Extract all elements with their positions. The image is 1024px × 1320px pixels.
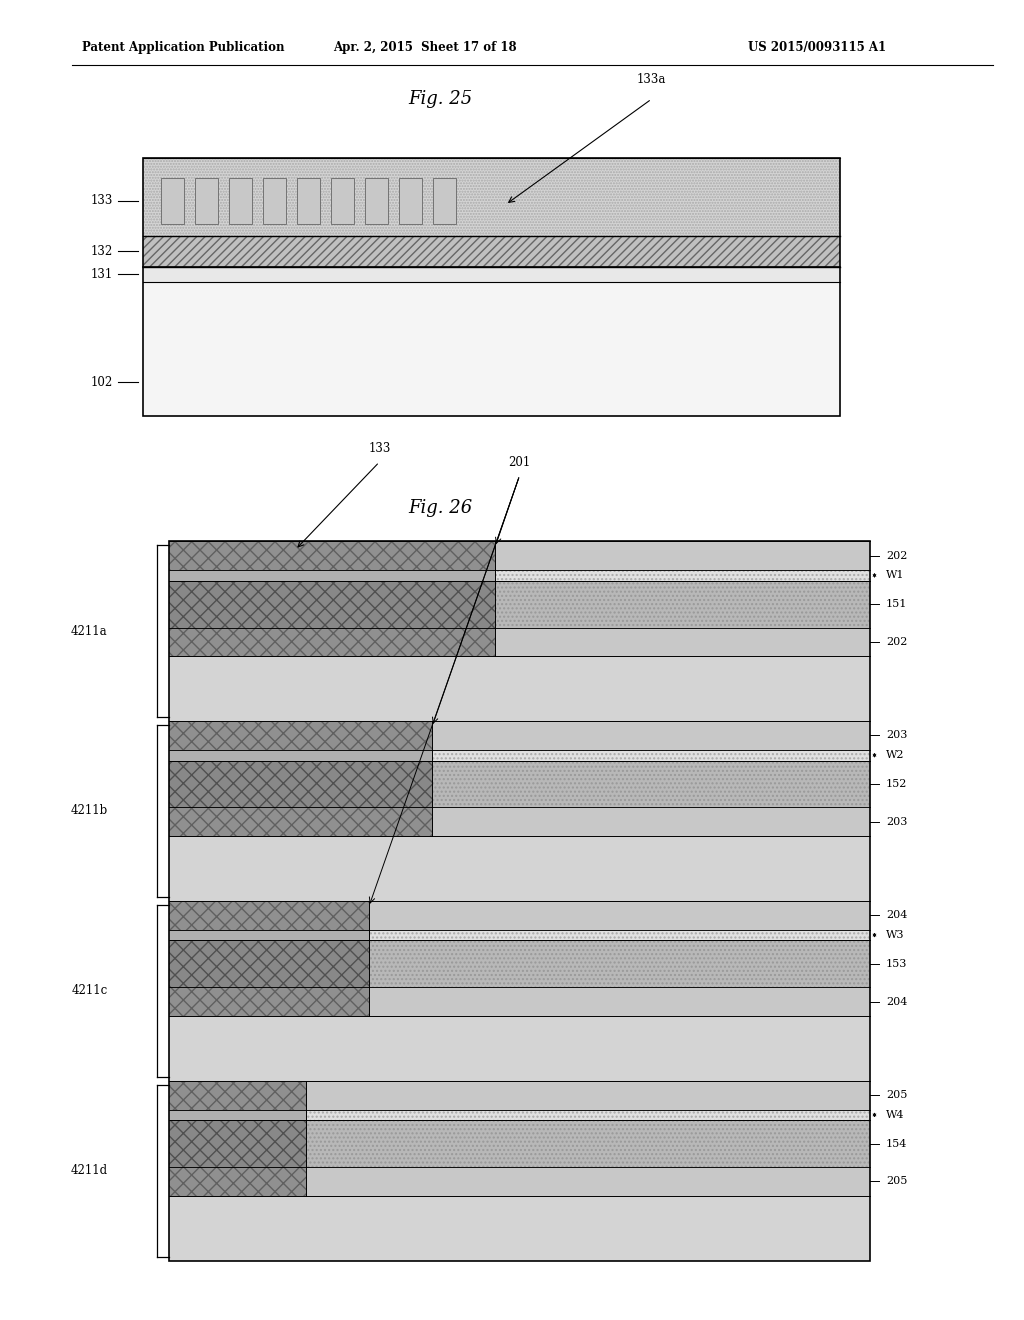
Bar [169, 581, 496, 627]
Text: Fig. 25: Fig. 25 [409, 90, 472, 108]
Text: 203: 203 [886, 817, 907, 826]
Bar [399, 178, 422, 224]
Text: Apr. 2, 2015  Sheet 17 of 18: Apr. 2, 2015 Sheet 17 of 18 [333, 41, 517, 54]
Bar [143, 158, 840, 235]
Bar [432, 760, 870, 808]
Bar [169, 987, 369, 1016]
Bar [228, 178, 252, 224]
Bar [169, 750, 432, 760]
Bar [169, 1167, 306, 1196]
Bar [432, 750, 870, 760]
Bar [169, 570, 496, 581]
Bar [143, 267, 840, 282]
Bar [169, 721, 432, 750]
Bar [369, 940, 870, 987]
Bar [169, 940, 369, 987]
Text: 202: 202 [886, 638, 907, 647]
Bar [496, 627, 870, 656]
Text: 152: 152 [886, 779, 907, 789]
Bar [433, 178, 457, 224]
Bar [496, 581, 870, 627]
Bar [169, 1121, 306, 1167]
Bar [369, 929, 870, 940]
Text: W1: W1 [886, 570, 904, 581]
Text: W3: W3 [886, 931, 904, 940]
Bar [169, 808, 432, 836]
Bar [369, 929, 870, 940]
Bar [432, 721, 870, 750]
Text: 154: 154 [886, 1139, 907, 1148]
Bar [143, 158, 840, 235]
Text: 4211b: 4211b [71, 804, 108, 817]
Text: 204: 204 [886, 911, 907, 920]
Bar [365, 178, 388, 224]
Bar [297, 178, 321, 224]
Bar [169, 900, 369, 929]
Text: 202: 202 [886, 550, 907, 561]
Bar [143, 282, 840, 416]
Text: W4: W4 [886, 1110, 904, 1119]
Text: 205: 205 [886, 1090, 907, 1100]
Text: 4211c: 4211c [72, 985, 108, 998]
Bar [143, 235, 840, 267]
Text: 131: 131 [90, 268, 113, 281]
Text: 203: 203 [886, 730, 907, 741]
Bar [496, 570, 870, 581]
Bar [169, 1110, 306, 1121]
Bar [169, 541, 870, 1261]
Bar [169, 1081, 306, 1110]
Bar [432, 808, 870, 836]
Bar [306, 1167, 870, 1196]
Bar [331, 178, 354, 224]
Bar [169, 541, 496, 570]
Text: US 2015/0093115 A1: US 2015/0093115 A1 [748, 41, 886, 54]
Text: 153: 153 [886, 958, 907, 969]
Bar [496, 541, 870, 570]
Bar [143, 158, 840, 416]
Bar [306, 1121, 870, 1167]
Bar [369, 940, 870, 987]
Text: Fig. 26: Fig. 26 [409, 499, 472, 517]
Bar [169, 760, 432, 808]
Bar [432, 750, 870, 760]
Text: 4211d: 4211d [71, 1164, 108, 1177]
Text: 151: 151 [886, 599, 907, 609]
Text: W2: W2 [886, 750, 904, 760]
Text: 133a: 133a [637, 73, 667, 86]
Bar [169, 929, 369, 940]
Text: 133: 133 [369, 442, 390, 455]
Bar [432, 760, 870, 808]
Text: 205: 205 [886, 1176, 907, 1187]
Text: 102: 102 [90, 376, 113, 389]
Bar [369, 900, 870, 929]
Text: 204: 204 [886, 997, 907, 1007]
Bar [496, 570, 870, 581]
Text: 133: 133 [90, 194, 113, 207]
Bar [169, 627, 496, 656]
Bar [306, 1081, 870, 1110]
Text: Patent Application Publication: Patent Application Publication [82, 41, 285, 54]
Text: 201: 201 [509, 455, 530, 469]
Bar [306, 1110, 870, 1121]
Text: 4211a: 4211a [71, 624, 108, 638]
Bar [263, 178, 286, 224]
Bar [195, 178, 218, 224]
Bar [169, 541, 870, 1261]
Bar [306, 1110, 870, 1121]
Bar [306, 1121, 870, 1167]
Bar [369, 987, 870, 1016]
Bar [161, 178, 184, 224]
Text: 132: 132 [90, 244, 113, 257]
Bar [496, 581, 870, 627]
